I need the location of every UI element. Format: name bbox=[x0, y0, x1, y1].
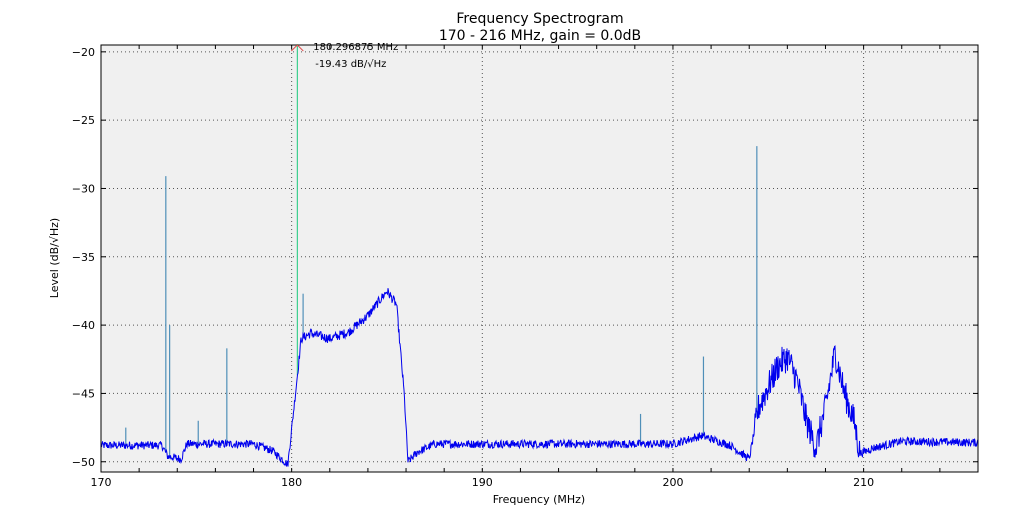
chart-title: Frequency Spectrogram bbox=[456, 11, 623, 27]
axis-ticks: 170 180 190 200 210 −20 −25 −30 −35 −40 −45 −50 bbox=[72, 45, 979, 489]
y-axis-label: Level (dB/√Hz) bbox=[48, 218, 61, 298]
y-tick-label: −45 bbox=[72, 387, 95, 400]
x-tick-label: 210 bbox=[853, 476, 874, 489]
x-axis-label: Frequency (MHz) bbox=[493, 493, 585, 506]
spikes bbox=[125, 44, 758, 457]
plot-area bbox=[101, 45, 978, 472]
peak-marker-icon bbox=[290, 44, 304, 52]
x-tick-label: 200 bbox=[662, 476, 683, 489]
spectrum-trace bbox=[100, 288, 979, 467]
y-tick-label: −50 bbox=[72, 456, 95, 469]
y-tick-label: −20 bbox=[72, 46, 95, 59]
y-tick-label: −25 bbox=[72, 114, 95, 127]
x-tick-label: 180 bbox=[281, 476, 302, 489]
y-tick-label: −35 bbox=[72, 251, 95, 264]
plot-frame bbox=[100, 44, 979, 473]
x-tick-label: 190 bbox=[472, 476, 493, 489]
x-tick-label: 170 bbox=[91, 476, 112, 489]
peak-level-label: -19.43 dB/√Hz bbox=[315, 59, 386, 70]
y-tick-label: −30 bbox=[72, 182, 95, 195]
peak-frequency-label: 180.296875 MHz bbox=[313, 42, 398, 53]
y-tick-label: −40 bbox=[72, 319, 95, 332]
chart-subtitle: 170 - 216 MHz, gain = 0.0dB bbox=[439, 28, 641, 44]
